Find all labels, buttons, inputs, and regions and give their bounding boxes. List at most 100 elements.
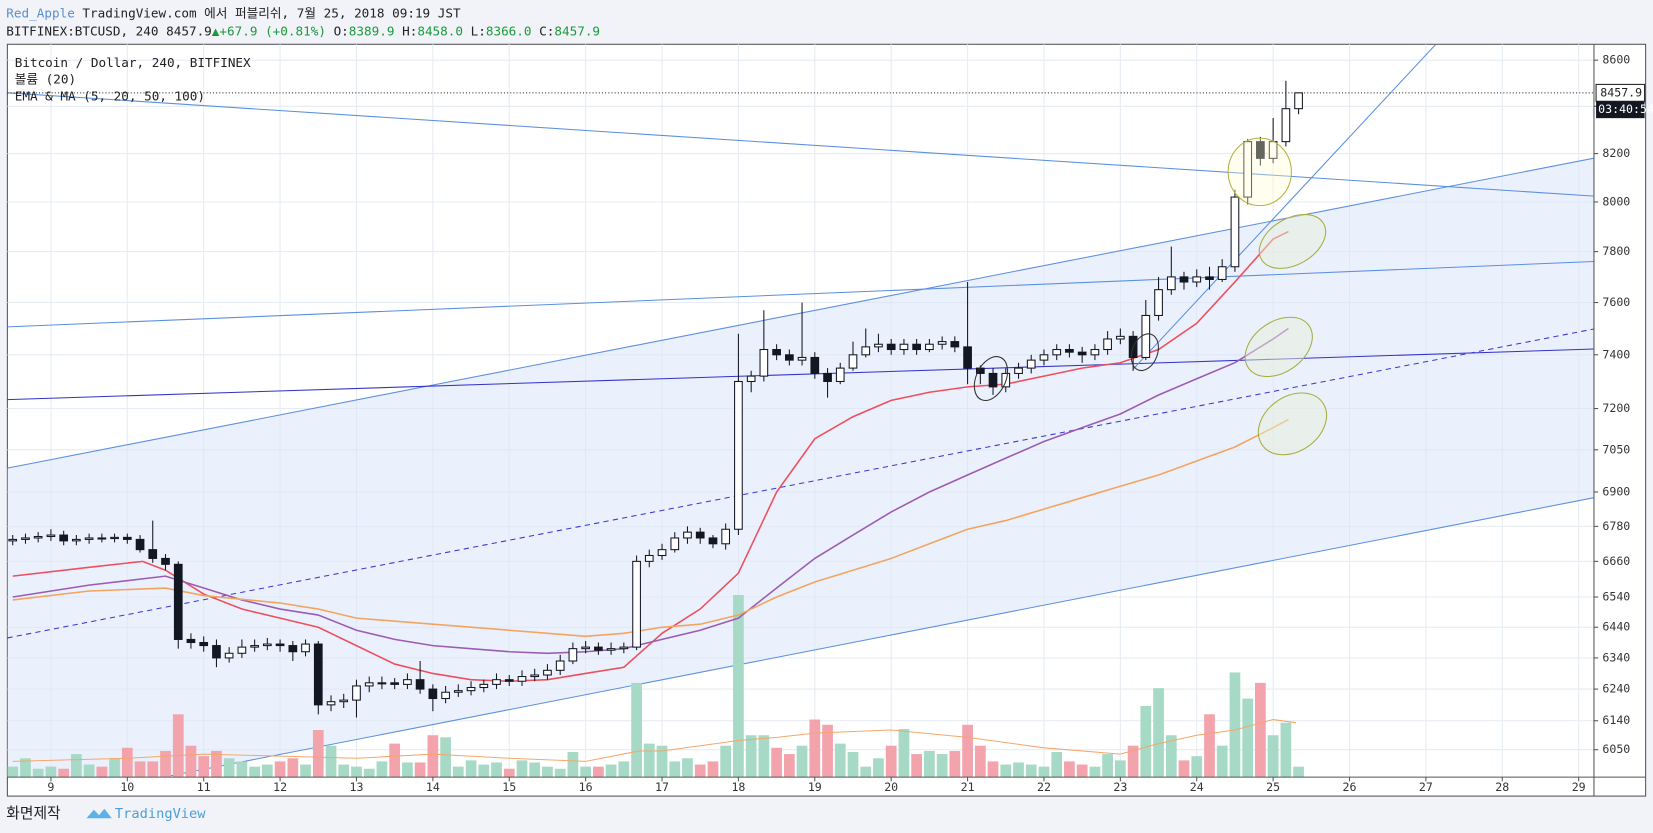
- volume-bar: [733, 594, 744, 778]
- volume-bar: [147, 761, 159, 778]
- x-tick-label: 25: [1266, 780, 1280, 794]
- volume-bar: [1038, 766, 1050, 778]
- trend-line: [1132, 44, 1437, 370]
- y-tick-label: 7800: [1602, 244, 1630, 258]
- volume-bar: [542, 766, 553, 778]
- volume-bar: [185, 745, 197, 778]
- volume-bar: [236, 761, 248, 778]
- volume-bar: [20, 758, 31, 778]
- x-tick-label: 20: [884, 780, 898, 794]
- countdown-label: 03:40:54: [1598, 102, 1653, 116]
- volume-bar: [1293, 766, 1304, 778]
- highlight-ellipse: [1244, 316, 1313, 378]
- volume-bar: [503, 768, 515, 778]
- volume-bar: [936, 754, 948, 778]
- volume-bar: [223, 758, 235, 778]
- volume-bar: [554, 768, 566, 778]
- trend-line: [7, 92, 1594, 197]
- indicator-line: [12, 230, 1289, 683]
- x-tick-label: 29: [1572, 780, 1586, 794]
- highlight-ellipse: [1257, 392, 1328, 456]
- volume-bar: [300, 764, 311, 778]
- candle-body: [504, 679, 514, 682]
- x-tick-label: 16: [579, 780, 593, 794]
- candle-body: [59, 534, 69, 542]
- y-tick-label: 6540: [1602, 590, 1630, 604]
- volume-bar: [109, 758, 120, 778]
- candle-body: [517, 676, 527, 682]
- candle-body: [313, 643, 323, 706]
- candle-body: [326, 701, 336, 706]
- candle-body: [199, 641, 209, 647]
- x-tick-label: 19: [808, 780, 822, 794]
- candle-body: [390, 682, 400, 685]
- annotations: [973, 137, 1328, 456]
- volume-bar: [249, 766, 261, 778]
- candle-body: [683, 531, 692, 539]
- candle-body: [428, 688, 438, 700]
- volume-bar: [478, 764, 490, 778]
- candle-body: [1052, 348, 1062, 356]
- volume-bar: [784, 754, 795, 778]
- candle-body: [619, 646, 629, 650]
- y-tick-label: 6780: [1602, 519, 1630, 533]
- candle-body: [21, 537, 30, 540]
- candle-body: [1281, 108, 1291, 143]
- volume-bar: [198, 756, 210, 778]
- candle-body: [84, 537, 94, 540]
- volume-bar: [1051, 751, 1063, 778]
- candle-body: [861, 346, 871, 356]
- candle-body: [1026, 359, 1036, 369]
- legend: Bitcoin / Dollar, 240, BITFINEX 볼륨 (20) EM…: [15, 55, 251, 104]
- candle-body: [810, 356, 820, 374]
- indicators: [12, 230, 1297, 762]
- o: 8389.9: [349, 23, 395, 38]
- candle-body: [453, 690, 463, 693]
- candle-body: [492, 679, 501, 685]
- candle-body: [466, 686, 476, 692]
- volume-bar: [796, 745, 808, 778]
- candle-body: [250, 645, 260, 648]
- volume-bar: [962, 724, 973, 778]
- volume-bar: [440, 737, 451, 778]
- candle-body: [606, 648, 616, 651]
- volume-bar: [172, 714, 184, 778]
- legend-entry: EMA & MA (5, 20, 50, 100): [15, 89, 205, 104]
- candle-body: [543, 669, 552, 676]
- volume-bar: [911, 754, 922, 778]
- footer-brand[interactable]: TradingView: [115, 806, 206, 822]
- candle-body: [275, 643, 285, 647]
- x-tick-label: 15: [502, 780, 516, 794]
- volume-bar: [1064, 761, 1075, 778]
- c: 8457.9: [554, 23, 600, 38]
- candle-body: [1154, 289, 1163, 316]
- candle-body: [644, 554, 654, 562]
- y-tick-label: 6240: [1602, 682, 1630, 696]
- x-tick-label: 18: [731, 780, 745, 794]
- volume-bar: [376, 761, 388, 778]
- candle-body: [695, 531, 705, 539]
- candle-body: [1192, 276, 1202, 283]
- header-line-1: Red_Apple TradingView.com 에서 퍼블리쉬, 7월 25…: [6, 5, 461, 20]
- x-tick-label: 17: [655, 780, 669, 794]
- volume-bar: [261, 764, 273, 778]
- brand-logo[interactable]: [86, 808, 112, 819]
- indicator-line: [12, 327, 1289, 655]
- volume-bar: [720, 745, 732, 778]
- footer-made-by: 화면제작: [6, 805, 61, 822]
- candle-body: [899, 343, 909, 351]
- candle-body: [1205, 276, 1214, 280]
- volume-bar: [58, 768, 70, 778]
- candle-body: [1141, 314, 1151, 358]
- volume: [7, 594, 1304, 778]
- candle-body: [937, 341, 947, 345]
- candle-body: [632, 560, 641, 648]
- volume-bar: [1076, 764, 1088, 778]
- x-tick-label: 22: [1037, 780, 1051, 794]
- author[interactable]: Red_Apple: [6, 5, 74, 20]
- candle-body: [148, 549, 158, 559]
- volume-bar: [1025, 764, 1037, 778]
- volume-bar: [160, 750, 171, 778]
- trend-line: [7, 348, 1594, 401]
- x-tick-label: 13: [349, 780, 363, 794]
